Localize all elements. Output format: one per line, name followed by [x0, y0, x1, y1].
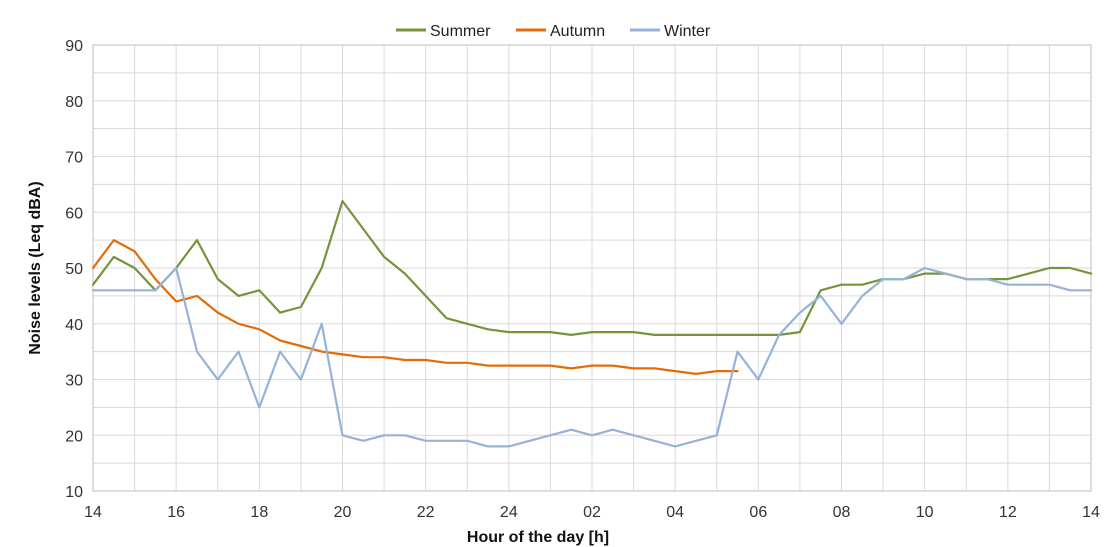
x-tick-label: 06	[749, 504, 767, 521]
series-line-autumn	[91, 239, 739, 375]
x-tick-label: 20	[334, 504, 352, 521]
x-tick-labels: 14 16 18 20 22 24 02 04 06 08 10 12 14	[84, 504, 1100, 521]
x-tick-label: 08	[833, 504, 851, 521]
x-tick-label: 14	[1082, 504, 1100, 521]
y-axis-title: Noise levels (Leq dBA)	[27, 181, 44, 354]
x-tick-label: 22	[417, 504, 435, 521]
x-tick-label: 04	[666, 504, 684, 521]
y-tick-label: 50	[65, 261, 83, 278]
x-tick-label: 18	[250, 504, 268, 521]
gridlines	[92, 44, 1092, 492]
legend-label-summer: Summer	[430, 23, 491, 40]
y-tick-label: 80	[65, 94, 83, 111]
legend-label-winter: Winter	[664, 23, 711, 40]
y-tick-label: 90	[65, 38, 83, 55]
legend-label-autumn: Autumn	[550, 23, 605, 40]
y-tick-label: 30	[65, 373, 83, 390]
x-tick-label: 10	[916, 504, 934, 521]
x-tick-label: 12	[999, 504, 1017, 521]
x-tick-label: 16	[167, 504, 185, 521]
x-tick-label: 14	[84, 504, 102, 521]
x-tick-label: 02	[583, 504, 601, 521]
x-axis-title: Hour of the day [h]	[467, 529, 609, 546]
y-tick-labels: 10 20 30 40 50 60 70 80 90	[65, 38, 83, 501]
series-layer	[91, 200, 1093, 448]
series-line-winter	[91, 266, 1093, 448]
y-tick-label: 10	[65, 484, 83, 501]
legend: Summer Autumn Winter	[396, 23, 711, 40]
series-line-summer	[91, 200, 1093, 336]
x-tick-label: 24	[500, 504, 518, 521]
y-tick-label: 70	[65, 150, 83, 167]
y-tick-label: 60	[65, 205, 83, 222]
y-tick-label: 40	[65, 317, 83, 334]
y-tick-label: 20	[65, 428, 83, 445]
